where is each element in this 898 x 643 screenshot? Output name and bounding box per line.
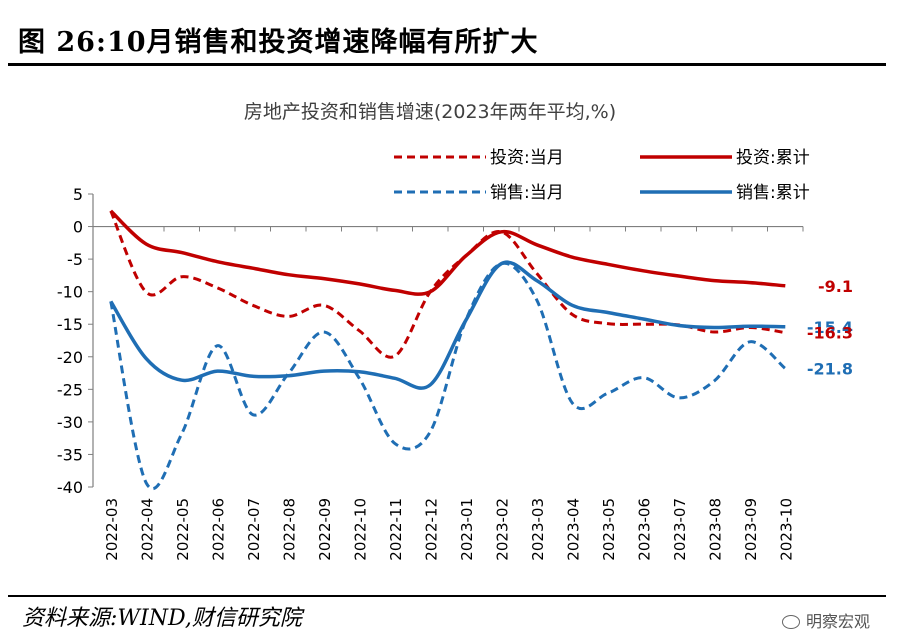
x-tick-label: 2023-07 [671, 498, 689, 561]
figure-title: 图 26:10月销售和投资增速降幅有所扩大 [18, 27, 539, 58]
x-tick-label: 2023-04 [564, 498, 582, 561]
watermark: 明察宏观 [781, 608, 870, 632]
x-tick-label: 2022-11 [387, 498, 405, 561]
top-rule [8, 63, 886, 66]
x-tick-label: 2023-01 [458, 498, 476, 561]
x-tick-label: 2023-03 [529, 498, 547, 561]
end-value-label: -21.8 [807, 359, 853, 378]
chart-panel: 房地产投资和销售增速(2023年两年平均,%) 投资:当月 投资:累计销售:当月 销… [8, 66, 886, 593]
legend-label: 投资:当月 [490, 148, 564, 168]
axes: 5 0 -5 -10 -15 -20 -25 -30 -35 -40 2022-03 2022-04 2… [57, 185, 804, 561]
y-tick-label: -25 [57, 380, 83, 399]
x-tick-label: 2022-12 [422, 498, 440, 561]
legend-label: 销售:累计 [736, 183, 810, 203]
x-tick-label: 2022-09 [316, 498, 334, 561]
x-tick-label: 2023-02 [493, 498, 511, 561]
y-tick-label: 0 [73, 218, 83, 237]
end-labels: -9.1 -15.4-16.3 -21.8 [807, 277, 853, 379]
chart-title: 房地产投资和销售增速(2023年两年平均,%) [244, 101, 616, 123]
series-line [109, 261, 787, 491]
x-tick-label: 2022-08 [280, 498, 298, 561]
source-note: 资料来源:WIND,财信研究院 [22, 606, 302, 631]
x-tick-label: 2022-05 [174, 498, 192, 561]
legend-label: 销售:当月 [490, 183, 564, 203]
watermark-text: 明察宏观 [805, 612, 870, 631]
x-tick-label: 2023-09 [742, 498, 760, 561]
end-value-label: -9.1 [818, 277, 853, 296]
legend-label: 投资:累计 [736, 148, 810, 168]
x-tick-label: 2023-10 [777, 498, 795, 561]
y-tick-label: -15 [57, 315, 83, 334]
x-tick-label: 2022-06 [209, 498, 227, 561]
x-tick-label: 2023-06 [635, 498, 653, 561]
x-tick-label: 2022-04 [138, 498, 156, 561]
series-line [109, 210, 786, 359]
series-line [109, 209, 786, 296]
y-tick-label: -5 [67, 250, 83, 269]
x-tick-label: 2022-10 [351, 498, 369, 561]
y-tick-label: -30 [57, 413, 83, 432]
y-tick-label: -20 [57, 348, 83, 367]
x-tick-label: 2023-08 [706, 498, 724, 561]
wechat-icon [781, 614, 800, 629]
bottom-rule [8, 595, 886, 597]
x-tick-label: 2022-07 [245, 498, 263, 561]
y-tick-label: -40 [57, 478, 83, 497]
y-tick-label: -10 [57, 283, 83, 302]
x-tick-label: 2022-03 [103, 498, 121, 561]
end-value-label: -16.3 [807, 324, 853, 343]
end-value-label: -15.4 [807, 318, 853, 337]
x-tick-label: 2023-05 [600, 498, 618, 561]
series-layer [109, 209, 787, 491]
y-tick-label: -35 [57, 445, 83, 464]
series-line [109, 260, 786, 390]
y-tick-label: 5 [73, 185, 83, 204]
